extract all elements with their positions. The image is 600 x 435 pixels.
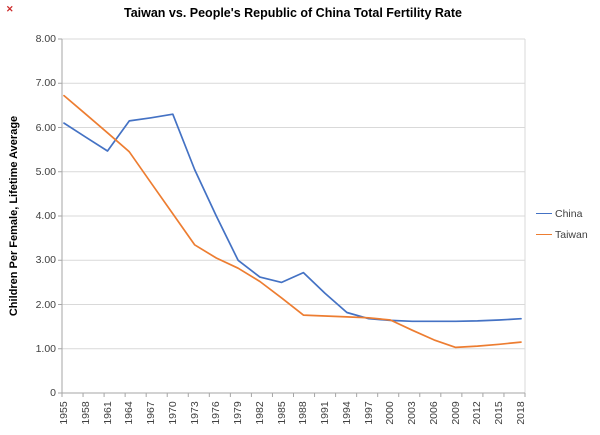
legend-item-china: China — [536, 203, 588, 224]
x-tick-label: 1973 — [188, 401, 201, 425]
y-tick-label: 7.00 — [35, 77, 56, 90]
broken-image-icon: ✕ — [6, 4, 14, 14]
x-tick-label: 2000 — [384, 401, 397, 425]
x-tick-label: 1970 — [166, 401, 179, 425]
series-line-taiwan — [63, 94, 522, 349]
legend-item-taiwan: Taiwan — [536, 224, 588, 245]
x-tick-label: 1988 — [297, 401, 310, 425]
legend-line-swatch — [536, 213, 552, 214]
legend-line-swatch — [536, 234, 552, 235]
x-tick-label: 2006 — [427, 401, 440, 425]
x-tick-label: 2012 — [471, 401, 484, 425]
x-tick-label: 2015 — [493, 401, 506, 425]
y-tick-label: 4.00 — [35, 210, 56, 222]
x-tick-label: 1955 — [58, 401, 70, 425]
y-tick-label: 0 — [50, 387, 56, 399]
chart-title: Taiwan vs. People's Republic of China To… — [124, 6, 462, 20]
x-tick-label: 1967 — [145, 401, 158, 425]
x-tick-label: 2003 — [406, 401, 419, 425]
x-tick-label: 1985 — [275, 401, 288, 425]
x-tick-label: 1982 — [253, 401, 266, 425]
x-tick-label: 1994 — [340, 401, 353, 425]
x-tick-label: 1991 — [319, 401, 332, 425]
x-tick-label: 1958 — [79, 401, 92, 425]
x-tick-label: 1961 — [101, 401, 114, 425]
y-tick-label: 5.00 — [35, 165, 56, 178]
x-tick-label: 2018 — [515, 401, 527, 425]
x-tick-label: 1997 — [362, 401, 375, 425]
series-line-china — [63, 113, 522, 323]
legend-label: Taiwan — [555, 228, 588, 241]
y-tick-label: 1.00 — [35, 342, 56, 355]
y-tick-label: 6.00 — [35, 121, 56, 134]
y-tick-label: 8.00 — [35, 33, 56, 45]
y-tick-label: 2.00 — [35, 298, 56, 311]
x-tick-label: 1979 — [232, 401, 245, 425]
legend-label: China — [555, 207, 583, 220]
legend: China Taiwan — [536, 203, 588, 245]
x-tick-label: 2009 — [449, 401, 462, 425]
x-tick-label: 1976 — [210, 401, 223, 425]
x-tick-label: 1964 — [123, 401, 136, 425]
y-tick-label: 3.00 — [35, 254, 56, 267]
